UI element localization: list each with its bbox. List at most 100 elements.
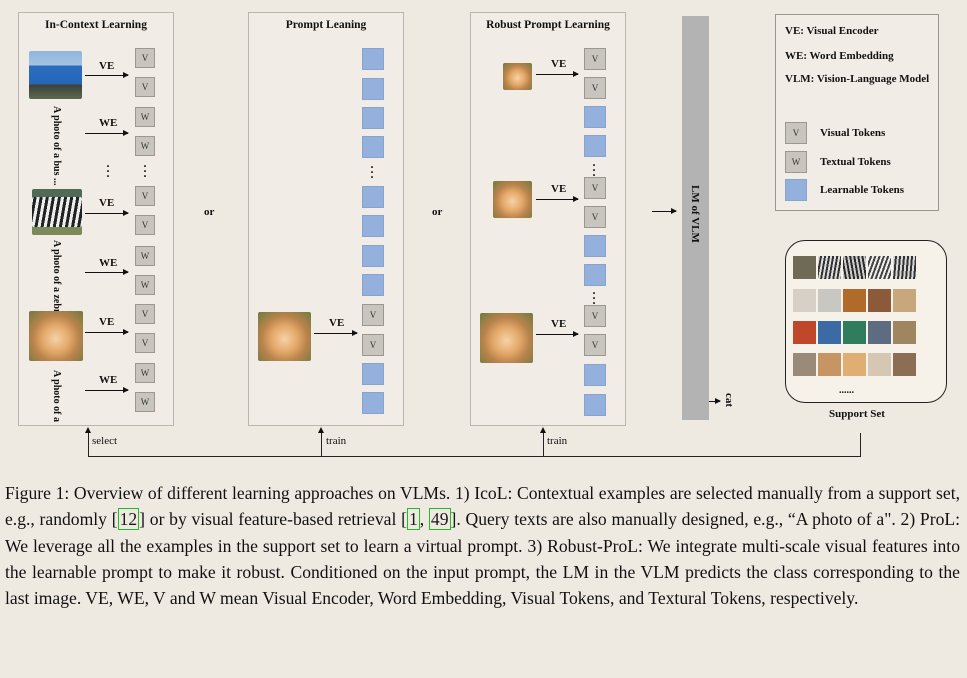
support-thumb [818, 321, 841, 344]
ve-label: VE [99, 60, 115, 72]
ellipsis: · · · [592, 286, 597, 310]
support-set-label: Support Set [829, 408, 885, 420]
ve-label: VE [551, 58, 567, 70]
arrow [314, 330, 358, 336]
support-thumb [818, 256, 841, 279]
caption-text: , [419, 509, 429, 530]
citation-link[interactable]: 1 [406, 508, 420, 531]
support-thumb [843, 289, 866, 312]
textual-token: W [135, 136, 155, 156]
connector-line [543, 432, 544, 457]
support-thumb [893, 289, 916, 312]
support-thumb [793, 256, 816, 279]
we-label: WE [99, 257, 118, 269]
support-thumb [793, 353, 816, 376]
citation-link[interactable]: 49 [428, 508, 451, 531]
ellipsis: · · · [143, 159, 148, 183]
icl-title: In-Context Learning [45, 19, 147, 31]
support-set: ...... [785, 240, 947, 403]
visual-token: V [135, 48, 155, 68]
support-thumb [893, 321, 916, 344]
visual-token: V [584, 77, 606, 99]
caption-text: Figure 1: Overview of different learning… [5, 483, 960, 530]
train-label: train [547, 435, 568, 447]
support-thumb [843, 321, 866, 344]
query-text: A photo of a zebra [51, 240, 62, 319]
or-label: or [204, 206, 215, 218]
visual-token: V [584, 334, 606, 356]
ve-label: VE [329, 317, 345, 329]
textual-token: W [135, 107, 155, 127]
support-thumb [868, 353, 891, 376]
learnable-token [362, 245, 384, 267]
visual-token: V [584, 206, 606, 228]
textual-token: W [135, 246, 155, 266]
legend-we: WE: Word Embedding [785, 50, 894, 62]
figure-caption: Figure 1: Overview of different learning… [5, 483, 960, 609]
legend: VE: Visual Encoder WE: Word Embedding V L… [775, 14, 939, 211]
legend-learnable-tokens: Learnable Tokens [820, 184, 905, 196]
support-thumb [843, 353, 866, 376]
ve-label: VE [99, 316, 115, 328]
connector-line [860, 433, 861, 457]
bus-image [29, 51, 82, 99]
learnable-token [362, 48, 384, 70]
arrow-head [318, 427, 324, 433]
legend-learnable-token [785, 179, 807, 201]
learnable-token [584, 235, 606, 257]
support-thumb [893, 256, 916, 279]
cat-image [29, 311, 83, 361]
prol-title: Prompt Leaning [285, 19, 367, 31]
visual-token: V [135, 215, 155, 235]
we-label: WE [99, 117, 118, 129]
learnable-token [584, 135, 606, 157]
legend-textual-token: W [785, 151, 807, 173]
learnable-token [362, 78, 384, 100]
support-thumb [818, 289, 841, 312]
support-thumb [843, 256, 866, 279]
lm-bar [682, 16, 709, 420]
select-label: select [92, 435, 118, 447]
lm-label: LM of VLM [689, 185, 701, 243]
learnable-token [362, 274, 384, 296]
train-label: train [326, 435, 347, 447]
learnable-token [584, 394, 606, 416]
support-thumb [893, 353, 916, 376]
figure-diagram: In-Context Learning VE V V A photo of a … [18, 12, 947, 457]
ve-label: VE [99, 197, 115, 209]
learnable-token [584, 364, 606, 386]
support-thumb [818, 353, 841, 376]
query-text: A photo of a bus ... [51, 106, 62, 186]
legend-textual-tokens: Textual Tokens [820, 156, 891, 168]
textual-token: W [135, 392, 155, 412]
ellipsis: · · · [106, 159, 111, 183]
cat-image [480, 313, 533, 363]
arrow [536, 196, 579, 202]
textual-token: W [135, 275, 155, 295]
arrow [536, 71, 579, 77]
cat-image [503, 63, 532, 90]
arrow-to-output [709, 398, 721, 404]
learnable-token [362, 392, 384, 414]
citation-link[interactable]: 12 [117, 508, 140, 531]
ve-label: VE [551, 318, 567, 330]
support-dots: ...... [839, 385, 854, 396]
learnable-token [362, 186, 384, 208]
visual-token: V [135, 77, 155, 97]
learnable-token [362, 215, 384, 237]
connector-line [321, 432, 322, 457]
legend-ve: VE: Visual Encoder [785, 25, 879, 37]
support-thumb [793, 321, 816, 344]
robust-title: Robust Prompt Learning [486, 19, 610, 31]
arrow-head [540, 427, 546, 433]
legend-visual-tokens: Visual Tokens [820, 127, 886, 139]
connector-line [88, 456, 860, 457]
support-thumb [868, 289, 891, 312]
ve-label: VE [551, 183, 567, 195]
support-thumb [868, 256, 891, 279]
arrow [85, 329, 129, 335]
learnable-token [584, 264, 606, 286]
visual-token: V [135, 333, 155, 353]
legend-visual-token: V [785, 122, 807, 144]
learnable-token [362, 363, 384, 385]
